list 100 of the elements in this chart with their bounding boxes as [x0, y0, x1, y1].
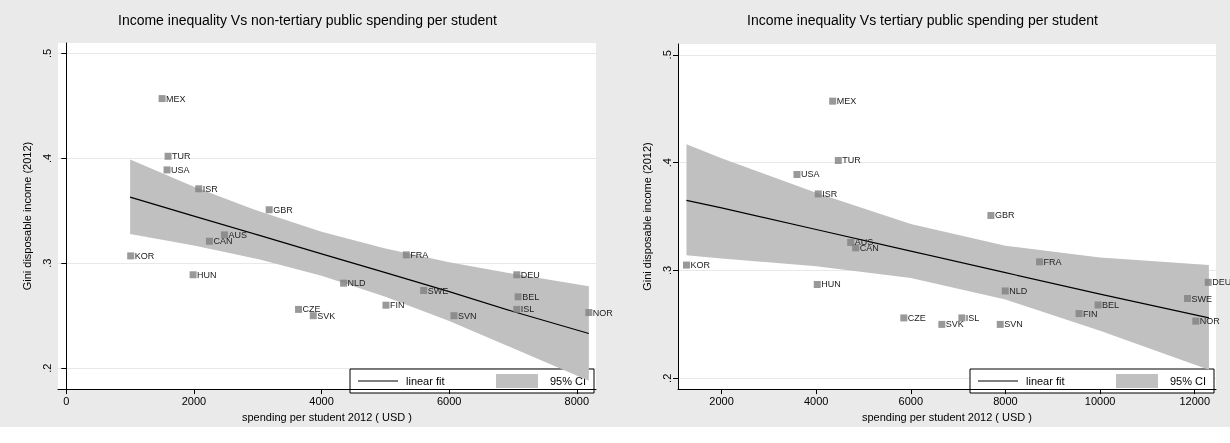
point — [513, 271, 521, 279]
annotation: ISR — [202, 183, 219, 194]
annotation: FIN — [389, 300, 405, 311]
annotation: FIN — [1083, 308, 1098, 319]
y-tick-label: .5 — [660, 50, 673, 60]
x-tick-label: 8000 — [993, 394, 1018, 407]
point — [164, 152, 172, 160]
point — [900, 314, 908, 322]
x-tick-label: 4000 — [309, 394, 334, 407]
annotation: SVK — [945, 319, 964, 330]
point — [1094, 301, 1102, 309]
x-tick-label: 0 — [63, 394, 70, 407]
annotation: BEL — [522, 291, 540, 302]
annotation: 95% CI — [549, 375, 586, 387]
point — [382, 301, 390, 309]
point — [340, 279, 348, 287]
point — [852, 244, 860, 252]
annotation: DEU — [1212, 277, 1230, 288]
annotation: ISL — [520, 304, 535, 315]
legend-label: linear fit — [1026, 375, 1065, 387]
y-tick-label: .4 — [660, 158, 673, 168]
line-series — [129, 196, 590, 335]
annotation: HUN — [197, 269, 217, 280]
annotation: TUR — [172, 151, 192, 162]
point — [834, 156, 842, 164]
y-axis-title: Gini disposable income (2012) — [20, 141, 33, 291]
point — [847, 238, 855, 246]
annotation: NOR — [592, 307, 614, 318]
x-tick-label: 2000 — [709, 394, 734, 407]
annotation: SWE — [1191, 293, 1213, 304]
point — [814, 190, 822, 198]
annotation: 95% CI — [1169, 375, 1206, 387]
x-tick-label: 12000 — [1179, 394, 1210, 407]
point — [996, 320, 1004, 328]
annotation: SVN — [458, 310, 477, 321]
y-tick-label: .2 — [660, 373, 673, 383]
annotation: FRA — [1043, 256, 1062, 267]
annotation: MEX — [166, 93, 186, 104]
point — [189, 271, 197, 279]
annotation: FRA — [410, 249, 429, 260]
annotation: MEX — [836, 96, 857, 107]
point — [987, 211, 995, 219]
point — [1036, 258, 1044, 266]
annotation: ISL — [965, 312, 980, 323]
annotation: ISR — [822, 188, 838, 199]
point — [309, 312, 317, 320]
x-tick-label: 8000 — [564, 394, 590, 407]
point — [402, 251, 410, 259]
point — [1192, 317, 1200, 325]
annotation: SVK — [317, 310, 336, 321]
y-tick-label: .5 — [40, 48, 53, 59]
x-tick-label: 6000 — [436, 394, 462, 407]
point — [295, 305, 303, 313]
annotation: HUN — [821, 279, 841, 290]
x-tick-label: 4000 — [803, 394, 829, 407]
point — [163, 166, 171, 174]
chart-title: Income inequality Vs non-tertiary public spending per student — [118, 12, 498, 28]
y-axis-title: Gini disposable income (2012) — [640, 142, 653, 291]
point — [938, 320, 946, 328]
point — [813, 280, 821, 288]
point — [958, 314, 966, 322]
annotation: KOR — [134, 250, 155, 261]
annotation: GBR — [273, 204, 294, 215]
annotation: NOR — [1199, 316, 1221, 327]
point — [829, 97, 837, 105]
point — [450, 312, 458, 320]
point — [127, 252, 135, 260]
y-tick-label: .2 — [40, 363, 53, 373]
point — [513, 305, 521, 313]
point — [1184, 295, 1192, 303]
annotation: NLD — [347, 278, 367, 289]
point — [158, 95, 166, 103]
point — [1204, 278, 1212, 286]
point — [793, 170, 801, 178]
annotation: SVN — [1004, 319, 1023, 330]
annotation: KOR — [690, 260, 711, 271]
annotation: CAN — [213, 236, 233, 247]
point — [265, 206, 273, 214]
x-tick-label: 2000 — [181, 394, 207, 407]
x-axis-title: spending per student 2012 ( USD ) — [242, 410, 412, 423]
annotation: USA — [171, 164, 190, 175]
annotation: USA — [800, 169, 820, 180]
point — [1075, 310, 1083, 318]
point — [585, 309, 593, 317]
annotation: GBR — [994, 210, 1015, 221]
legend-label: linear fit — [406, 375, 445, 387]
annotation: DEU — [520, 269, 540, 280]
point — [205, 237, 213, 245]
x-tick-label: 6000 — [898, 394, 924, 407]
x-tick-label: 10000 — [1084, 394, 1116, 407]
point — [420, 287, 428, 295]
x-axis-title: spending per student 2012 ( USD ) — [862, 410, 1032, 423]
annotation: NLD — [1009, 285, 1028, 296]
line-series — [685, 199, 1210, 319]
annotation: BEL — [1102, 299, 1120, 310]
y-tick-label: .4 — [40, 153, 53, 163]
y-tick-label: .3 — [40, 258, 53, 268]
chart-title: Income inequality Vs tertiary public spending per student — [747, 12, 1099, 28]
annotation: TUR — [842, 155, 862, 166]
annotation: CZE — [907, 312, 926, 323]
